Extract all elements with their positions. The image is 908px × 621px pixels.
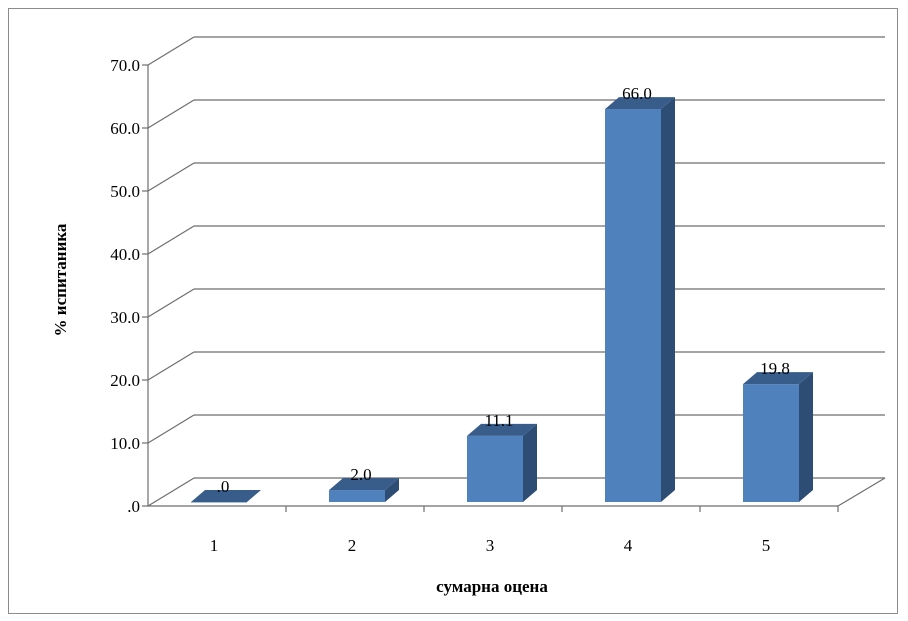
- y-tick-label: 20.0: [110, 371, 140, 390]
- y-tick-label: 70.0: [110, 56, 140, 75]
- gridline-depth: [147, 414, 195, 444]
- bars: [191, 97, 813, 503]
- bar-front: [605, 109, 661, 502]
- data-label: 2.0: [350, 465, 371, 484]
- bar: [743, 372, 813, 502]
- x-axis-title: сумарна оцена: [436, 577, 548, 596]
- bar: [329, 478, 399, 502]
- y-tick-label: 50.0: [110, 182, 140, 201]
- bar-side: [799, 372, 813, 502]
- axes: [142, 64, 886, 512]
- bar-side: [385, 478, 399, 502]
- x-tick-label: 1: [210, 536, 219, 555]
- y-tick-label: 30.0: [110, 308, 140, 327]
- gridline-depth: [147, 225, 195, 255]
- bar: [605, 97, 675, 502]
- bar-top: [467, 423, 537, 436]
- floor-right-edge: [837, 477, 886, 507]
- y-axis-title: % испитаника: [51, 223, 70, 336]
- bar-top: [743, 372, 813, 385]
- y-tick-label: 60.0: [110, 119, 140, 138]
- x-tick-label: 3: [486, 536, 495, 555]
- data-label: .0: [217, 477, 230, 496]
- x-tick-label: 2: [348, 536, 357, 555]
- gridline-depth: [147, 99, 195, 129]
- y-tick-labels: .0 10.0 20.0 30.0 40.0 50.0 60.0 70.0: [110, 56, 140, 516]
- data-labels: .0 2.0 11.1 66.0 19.8: [217, 84, 790, 496]
- gridline-depth: [147, 288, 195, 318]
- bar-side: [661, 97, 675, 502]
- bar-side: [523, 423, 537, 502]
- y-tick-label: 40.0: [110, 245, 140, 264]
- bar-top: [329, 478, 399, 491]
- gridline-depth: [147, 477, 195, 507]
- x-tick-labels: 1 2 3 4 5: [210, 536, 771, 555]
- y-tick-label: 10.0: [110, 434, 140, 453]
- data-label: 19.8: [760, 359, 790, 378]
- bar-top: [191, 490, 261, 502]
- gridline-depth: [147, 162, 195, 192]
- data-label: 66.0: [622, 84, 652, 103]
- bar: [467, 423, 537, 502]
- chart-frame: [8, 8, 898, 614]
- x-tick-label: 5: [762, 536, 771, 555]
- bar-front: [191, 502, 247, 503]
- gridline-depth: [147, 36, 195, 66]
- x-tick-label: 4: [624, 536, 633, 555]
- bar-front: [743, 384, 799, 502]
- data-label: 11.1: [484, 411, 513, 430]
- bar: [191, 490, 261, 503]
- bar-front: [467, 435, 523, 502]
- gridline-depth: [147, 351, 195, 381]
- y-tick-label: .0: [127, 497, 140, 516]
- bar-top: [605, 97, 675, 110]
- bar-front: [329, 490, 385, 502]
